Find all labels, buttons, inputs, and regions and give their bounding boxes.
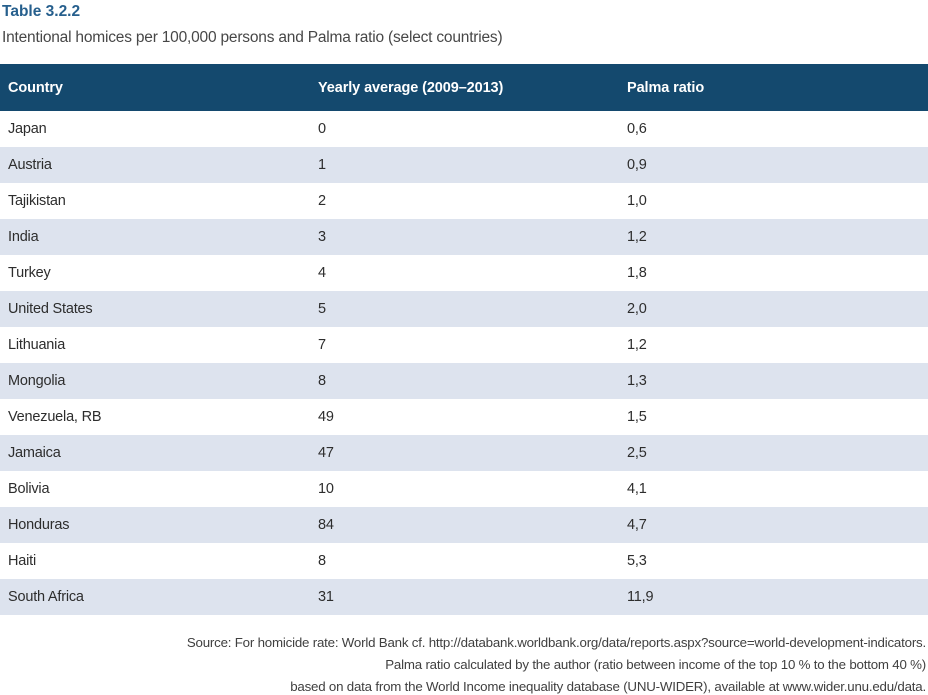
cell-palma-ratio: 4,1 bbox=[627, 481, 647, 497]
table-row: Lithuania 7 1,2 bbox=[0, 327, 928, 363]
table-caption: Intentional homices per 100,000 persons … bbox=[2, 29, 503, 46]
cell-country: Jamaica bbox=[0, 435, 310, 471]
cell-yearly-average: 0 bbox=[318, 121, 326, 137]
cell-country: Lithuania bbox=[8, 337, 66, 353]
cell-yearly-average: 4 bbox=[318, 265, 326, 281]
cell-country: Bolivia bbox=[8, 481, 50, 497]
cell-country: Mongolia bbox=[0, 363, 310, 399]
cell-palma-ratio: 1,3 bbox=[619, 363, 928, 399]
table-row: United States 5 2,0 bbox=[0, 291, 928, 327]
cell-palma-ratio: 0,9 bbox=[619, 147, 928, 183]
table-row: South Africa 31 11,9 bbox=[0, 579, 928, 615]
table-row: Haiti 8 5,3 bbox=[0, 543, 928, 579]
header-row: Country Yearly average (2009–2013) Palma r… bbox=[0, 64, 928, 111]
cell-yearly-average: 2 bbox=[318, 193, 326, 209]
column-header-country: Country bbox=[0, 64, 310, 111]
cell-yearly-average: 8 bbox=[310, 363, 619, 399]
cell-country: Japan bbox=[8, 121, 47, 137]
cell-yearly-average: 10 bbox=[318, 481, 334, 497]
cell-yearly-average: 3 bbox=[310, 219, 619, 255]
cell-palma-ratio: 1,2 bbox=[627, 337, 647, 353]
table-header: Country Yearly average (2009–2013) Palma r… bbox=[0, 64, 928, 111]
cell-country: United States bbox=[0, 291, 310, 327]
column-header-palma-ratio: Palma ratio bbox=[619, 64, 928, 111]
cell-palma-ratio: 1,2 bbox=[619, 219, 928, 255]
cell-palma-ratio: 0,6 bbox=[627, 121, 647, 137]
table-row: Honduras 84 4,7 bbox=[0, 507, 928, 543]
cell-yearly-average: 7 bbox=[318, 337, 326, 353]
cell-palma-ratio: 11,9 bbox=[619, 579, 928, 615]
source-line: based on data from the World Income ineq… bbox=[290, 679, 926, 694]
table-row: Austria 1 0,9 bbox=[0, 147, 928, 183]
cell-palma-ratio: 1,5 bbox=[627, 409, 647, 425]
table-row: Jamaica 47 2,5 bbox=[0, 435, 928, 471]
cell-country: Haiti bbox=[8, 553, 37, 569]
cell-palma-ratio: 2,5 bbox=[619, 435, 928, 471]
table-row: India 3 1,2 bbox=[0, 219, 928, 255]
data-table: Country Yearly average (2009–2013) Palma r… bbox=[0, 64, 928, 615]
cell-country: India bbox=[0, 219, 310, 255]
cell-yearly-average: 49 bbox=[318, 409, 334, 425]
table-row: Venezuela, RB 49 1,5 bbox=[0, 399, 928, 435]
cell-country: Turkey bbox=[8, 265, 51, 281]
cell-yearly-average: 1 bbox=[310, 147, 619, 183]
cell-palma-ratio: 4,7 bbox=[619, 507, 928, 543]
column-header-yearly-average: Yearly average (2009–2013) bbox=[310, 64, 619, 111]
cell-country: Austria bbox=[0, 147, 310, 183]
table-row: Tajikistan 2 1,0 bbox=[0, 183, 928, 219]
table-row: Bolivia 10 4,1 bbox=[0, 471, 928, 507]
cell-country: South Africa bbox=[0, 579, 310, 615]
cell-country: Tajikistan bbox=[8, 193, 66, 209]
cell-palma-ratio: 1,0 bbox=[627, 193, 647, 209]
cell-country: Venezuela, RB bbox=[8, 409, 102, 425]
cell-yearly-average: 84 bbox=[310, 507, 619, 543]
table-number: Table 3.2.2 bbox=[2, 3, 81, 20]
cell-country: Honduras bbox=[0, 507, 310, 543]
source-line: Palma ratio calculated by the author (ra… bbox=[385, 657, 926, 672]
cell-yearly-average: 8 bbox=[318, 553, 326, 569]
cell-palma-ratio: 5,3 bbox=[627, 553, 647, 569]
cell-yearly-average: 47 bbox=[310, 435, 619, 471]
table-row: Japan 0 0,6 bbox=[0, 111, 928, 147]
cell-palma-ratio: 1,8 bbox=[627, 265, 647, 281]
cell-palma-ratio: 2,0 bbox=[619, 291, 928, 327]
cell-yearly-average: 5 bbox=[310, 291, 619, 327]
table-row: Turkey 4 1,8 bbox=[0, 255, 928, 291]
cell-yearly-average: 31 bbox=[310, 579, 619, 615]
source-notes: Source: For homicide rate: World Bank cf… bbox=[0, 632, 928, 695]
page: Table 3.2.2 Intentional homices per 100,… bbox=[0, 3, 928, 695]
source-line: Source: For homicide rate: World Bank cf… bbox=[186, 635, 926, 650]
table-row: Mongolia 8 1,3 bbox=[0, 363, 928, 399]
